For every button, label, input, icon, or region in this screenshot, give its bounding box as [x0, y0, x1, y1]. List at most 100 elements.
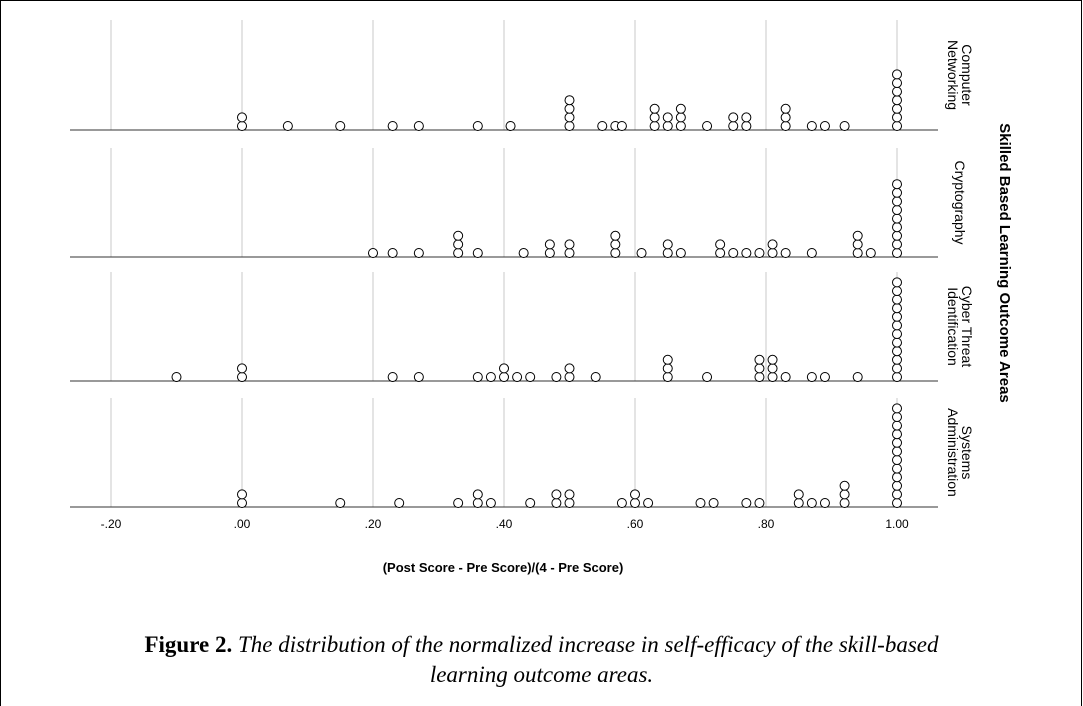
data-point [708, 498, 719, 508]
data-point [387, 372, 398, 382]
data-point [754, 354, 765, 365]
data-point [892, 346, 902, 357]
data-point [892, 121, 902, 131]
data-point [525, 372, 536, 382]
data-point [237, 372, 247, 382]
figure-caption: Figure 2. The distribution of the normal… [0, 630, 1083, 690]
data-point [852, 239, 863, 250]
data-point [892, 403, 902, 414]
data-point [892, 239, 902, 250]
data-point [892, 429, 902, 440]
data-point [610, 248, 621, 258]
data-point [839, 121, 850, 131]
data-point [715, 248, 726, 258]
data-point [892, 420, 902, 431]
x-tick-label: .20 [365, 517, 382, 531]
data-point [892, 463, 902, 474]
x-tick-label: .80 [758, 517, 775, 531]
data-point [754, 363, 765, 374]
data-point [387, 121, 398, 131]
data-point [892, 446, 902, 457]
data-point [852, 372, 863, 382]
data-point [741, 112, 752, 123]
data-point [551, 498, 562, 508]
data-point [610, 239, 621, 250]
data-point [754, 372, 765, 382]
data-point [675, 112, 686, 123]
data-point [551, 372, 562, 382]
data-point [892, 480, 902, 491]
data-point [741, 121, 752, 131]
data-point [675, 121, 686, 131]
data-point [839, 498, 850, 508]
data-point [485, 372, 496, 382]
data-point [564, 121, 575, 131]
data-point [728, 248, 739, 258]
data-point [525, 498, 536, 508]
panel-label: Networking [945, 40, 961, 110]
panel-label: Computer [959, 44, 975, 106]
data-point [499, 363, 509, 374]
x-tick-label: -.20 [101, 517, 122, 531]
data-point [675, 248, 686, 258]
data-point [649, 112, 660, 123]
data-point [564, 363, 575, 374]
panel-label: Systems [959, 426, 975, 480]
caption-text-line2: learning outcome areas. [429, 662, 654, 687]
data-point [564, 95, 575, 106]
data-point [892, 329, 902, 339]
data-point [892, 277, 902, 288]
data-point [282, 121, 293, 131]
data-point [892, 222, 902, 233]
data-point [649, 103, 660, 114]
data-point [518, 248, 529, 258]
data-point [728, 121, 739, 131]
data-point [662, 239, 673, 250]
data-point [453, 498, 464, 508]
data-point [852, 248, 863, 258]
data-point [662, 121, 673, 131]
data-point [597, 121, 608, 131]
data-point [767, 354, 778, 365]
data-point [793, 498, 804, 508]
data-point [499, 372, 509, 382]
data-point [892, 112, 902, 123]
data-point [643, 498, 654, 508]
data-point [780, 248, 791, 258]
caption-label: Figure 2. [144, 632, 233, 657]
data-point [892, 320, 902, 331]
x-tick-label: .00 [234, 517, 251, 531]
x-tick-label: .40 [496, 517, 513, 531]
data-point [512, 372, 523, 382]
data-point [394, 498, 405, 508]
data-point [335, 121, 346, 131]
data-point [892, 294, 902, 305]
data-point [892, 187, 902, 198]
data-point [413, 372, 424, 382]
caption-text-line1: The distribution of the normalized incre… [232, 632, 939, 657]
data-point [892, 248, 902, 258]
data-point [564, 498, 575, 508]
data-point [892, 472, 902, 483]
data-point [819, 498, 830, 508]
data-point [387, 248, 398, 258]
data-point [590, 372, 601, 382]
data-point [892, 95, 902, 106]
data-point [892, 103, 902, 114]
data-point [544, 248, 555, 258]
data-point [413, 248, 424, 258]
x-axis-label: (Post Score - Pre Score)/(4 - Pre Score) [383, 560, 624, 575]
data-point [630, 489, 640, 500]
data-point [662, 363, 673, 374]
data-point [892, 363, 902, 374]
data-point [453, 239, 464, 250]
data-point [695, 498, 706, 508]
data-point [741, 248, 752, 258]
data-point [335, 498, 346, 508]
data-point [780, 121, 791, 131]
data-point [472, 489, 483, 500]
data-point [702, 121, 713, 131]
data-point [564, 248, 575, 258]
data-point [564, 239, 575, 250]
data-point [237, 363, 247, 374]
